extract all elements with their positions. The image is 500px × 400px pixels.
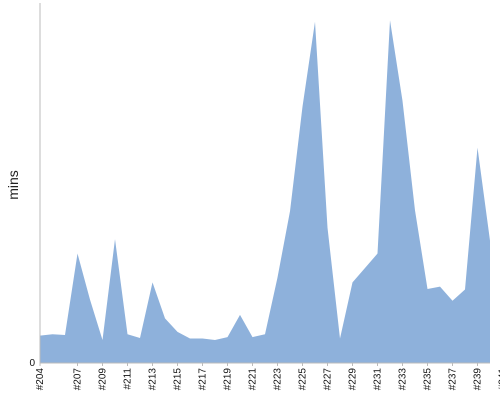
area-series (40, 20, 490, 364)
x-tick-label: #237 (448, 368, 459, 391)
x-tick-label: #207 (73, 368, 84, 391)
plot-area (40, 20, 490, 364)
axes: 0#204 #207 #209 #211 #213 #215 #217 #219 #221 #22… (29, 3, 500, 390)
x-tick-label: #241 (498, 368, 500, 391)
x-tick-label: #223 (273, 368, 284, 391)
x-tick-label: #231 (373, 368, 384, 391)
x-tick-label: #219 (223, 368, 234, 391)
x-tick-label: #209 (98, 368, 109, 391)
x-tick-label: #225 (298, 368, 309, 391)
x-tick-label: #217 (198, 368, 209, 391)
y-axis-label: mins (5, 170, 21, 200)
x-tick-label: #227 (323, 368, 334, 391)
x-tick-label: #204 (35, 368, 46, 391)
x-tick-label: #229 (348, 368, 359, 391)
x-tick-label: #211 (123, 368, 134, 390)
y-tick-label: 0 (29, 358, 35, 369)
x-tick-label: #235 (423, 368, 434, 391)
x-tick-label: #215 (173, 368, 184, 391)
x-tick-label: #239 (473, 368, 484, 391)
x-tick-label: #213 (148, 368, 159, 391)
x-tick-label: #221 (248, 368, 259, 391)
x-tick-label: #233 (398, 368, 409, 391)
